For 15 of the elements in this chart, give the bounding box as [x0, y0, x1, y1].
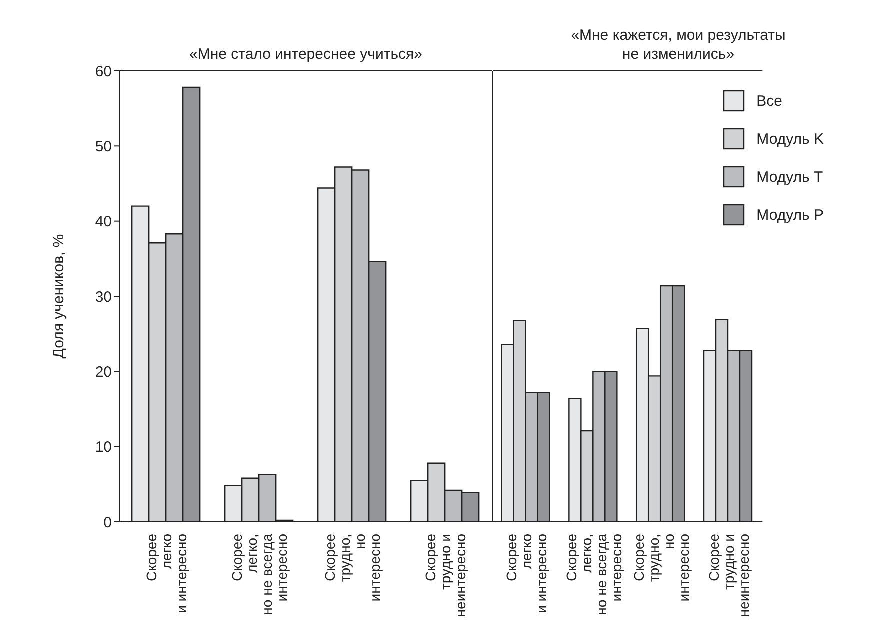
y-tick-label: 40 — [95, 214, 112, 231]
legend-label: Модуль P — [756, 206, 824, 224]
y-tick-label: 20 — [95, 364, 112, 381]
y-axis-title: Доля учеников, % — [50, 234, 68, 359]
legend-label: Модуль K — [756, 130, 824, 148]
y-tick-label: 50 — [95, 138, 112, 156]
x-tick-label: Скорее легко и интересно — [144, 534, 190, 614]
y-tick-label: 0 — [104, 514, 112, 532]
legend-label: Все — [756, 92, 783, 110]
chart-title: «Мне стало интереснее учиться» — [188, 45, 424, 64]
y-tick-label: 30 — [95, 288, 112, 306]
y-tick-label: 60 — [95, 63, 112, 80]
y-tick-label: 10 — [95, 439, 112, 456]
legend-label: Модуль T — [756, 168, 824, 186]
chart-title: «Мне кажется, мои результаты не изменились» — [570, 26, 787, 64]
